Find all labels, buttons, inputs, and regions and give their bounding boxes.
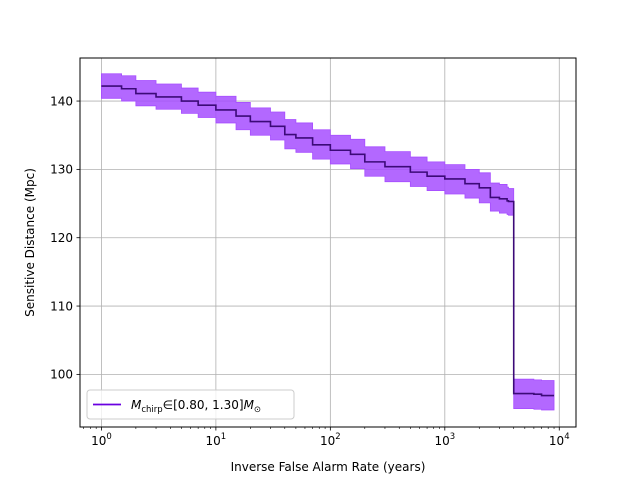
series-line <box>101 85 555 397</box>
legend: Mchirp∈[0.80, 1.30]M⊙ <box>86 389 295 420</box>
confidence-band <box>101 73 555 411</box>
y-tick-label: 110 <box>50 299 73 313</box>
plot-frame <box>79 57 577 428</box>
y-tick-label: 100 <box>50 368 73 382</box>
y-tick-label: 140 <box>50 94 73 108</box>
legend-box <box>86 389 295 420</box>
x-tick-label: 100 <box>91 432 112 448</box>
grid <box>80 58 576 427</box>
x-axis-ticks: 100 101 102 103 104 <box>83 427 570 448</box>
x-tick-label: 102 <box>320 432 341 448</box>
confidence-band-area <box>101 73 555 411</box>
y-axis-ticks: 100 110 120 130 140 <box>50 94 80 382</box>
x-tick-label: 101 <box>206 432 227 448</box>
y-axis-label: Sensitive Distance (Mpc) <box>23 168 37 317</box>
x-axis-label: Inverse False Alarm Rate (years) <box>231 460 426 474</box>
x-tick-label: 104 <box>549 432 570 448</box>
legend-entry-label: Mchirp∈[0.80, 1.30]M⊙ <box>131 398 261 415</box>
x-tick-label: 103 <box>434 432 455 448</box>
y-tick-label: 130 <box>50 163 73 177</box>
y-tick-label: 120 <box>50 231 73 245</box>
series-lines <box>101 85 555 397</box>
